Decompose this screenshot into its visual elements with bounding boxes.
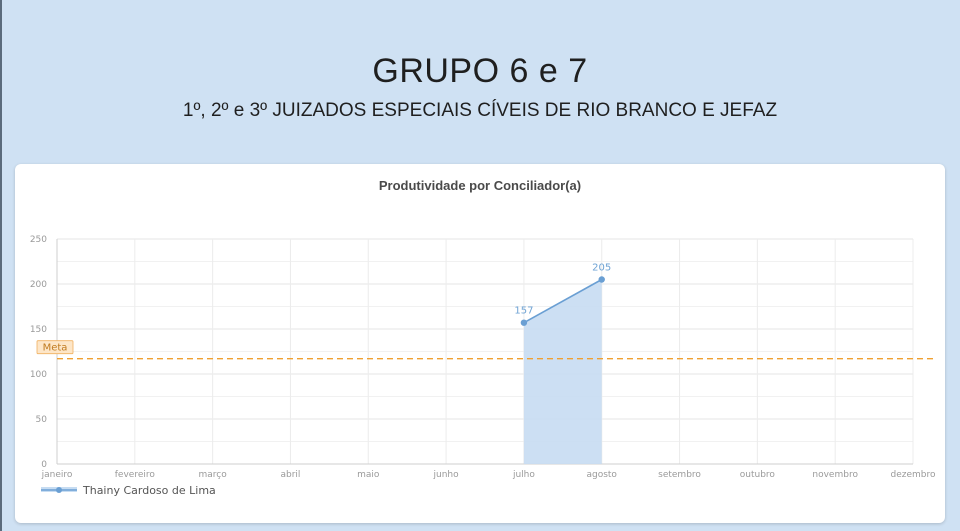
chart-grid xyxy=(56,238,914,465)
legend-swatch-marker xyxy=(56,487,62,493)
data-label: 205 xyxy=(592,263,611,274)
slide-left-border xyxy=(0,0,2,531)
chart-title: Produtividade por Conciliador(a) xyxy=(379,178,581,193)
x-tick-label: junho xyxy=(433,470,460,480)
y-tick-label: 150 xyxy=(30,325,47,335)
x-tick-label: abril xyxy=(280,470,300,480)
meta-reference: Meta xyxy=(36,340,935,360)
series-line xyxy=(523,278,603,324)
slide-title: GRUPO 6 e 7 xyxy=(372,52,588,90)
chart-legend[interactable]: Thainy Cardoso de Lima xyxy=(41,484,216,497)
x-tick-label: agosto xyxy=(586,470,617,480)
series-area xyxy=(523,279,602,464)
line-chart: Produtividade por Conciliador(a) 0 50 100 1… xyxy=(30,178,936,497)
x-tick-label: outubro xyxy=(740,470,776,480)
chart-panel: Produtividade por Conciliador(a) 0 50 100 1… xyxy=(15,164,945,523)
x-tick-label: dezembro xyxy=(891,470,936,480)
y-tick-label: 100 xyxy=(30,370,47,380)
chart-axes: 0 50 100 150 200 250 janeiro fevereiro março abri… xyxy=(30,235,936,480)
legend-item-label: Thainy Cardoso de Lima xyxy=(82,484,216,497)
x-tick-label: novembro xyxy=(812,470,858,480)
slide-subtitle: 1º, 2º e 3º JUIZADOS ESPECIAIS CÍVEIS DE… xyxy=(182,100,778,121)
x-tick-label: maio xyxy=(357,470,380,480)
meta-label-box xyxy=(36,340,74,355)
y-tick-label: 0 xyxy=(41,460,47,470)
meta-label: Meta xyxy=(43,343,68,354)
chart-series: 157 205 xyxy=(514,263,611,464)
data-point xyxy=(520,319,528,326)
y-tick-label: 50 xyxy=(36,415,48,425)
data-point xyxy=(598,276,605,283)
y-tick-label: 200 xyxy=(30,280,47,290)
data-label: 157 xyxy=(514,306,533,317)
y-tick-label: 250 xyxy=(30,235,47,245)
x-tick-label: fevereiro xyxy=(115,470,156,480)
x-tick-label: julho xyxy=(512,470,535,480)
x-tick-label: março xyxy=(199,470,228,480)
x-tick-label: setembro xyxy=(658,470,701,480)
x-tick-label: janeiro xyxy=(41,470,73,480)
